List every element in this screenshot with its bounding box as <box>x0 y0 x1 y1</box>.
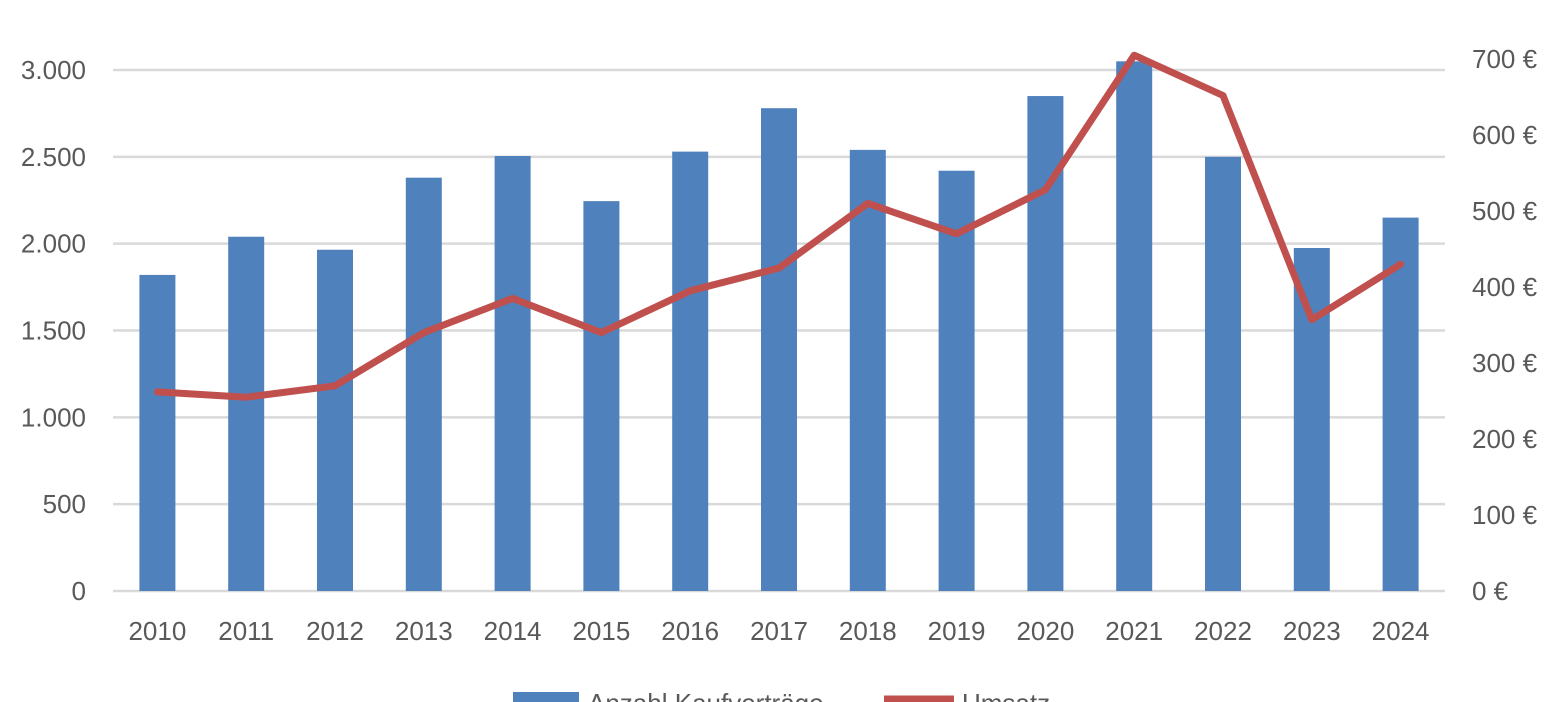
bar-2018 <box>849 149 886 592</box>
bar-2015 <box>583 201 620 591</box>
right-tick-label: 700 € <box>1472 44 1538 74</box>
x-axis-ticks: 2010 2011 2012 2013 2014 2015 2016 2017 2018 2019… <box>128 616 1429 646</box>
bar-2019 <box>938 170 975 591</box>
bar-2020 <box>1027 96 1064 592</box>
x-tick-label: 2024 <box>1372 616 1430 646</box>
left-tick-label: 1.500 <box>21 316 86 346</box>
left-tick-label: 1.000 <box>21 402 86 432</box>
bar-2022 <box>1205 156 1241 592</box>
legend-label-bars: Anzahl Kaufverträge <box>588 688 824 702</box>
line-series <box>153 51 1405 401</box>
legend-swatch-bars <box>513 692 579 702</box>
legend-label-line: Umsatz <box>962 688 1050 702</box>
right-axis-ticks: 0 € 100 € 200 € 300 € 400 € 500 € 600 € 700 € <box>1472 44 1538 606</box>
x-tick-label: 2020 <box>1016 616 1074 646</box>
left-tick-label: 500 <box>43 489 86 519</box>
x-tick-label: 2023 <box>1283 616 1341 646</box>
right-tick-label: 100 € <box>1472 500 1538 530</box>
bar-2021 <box>1116 61 1153 592</box>
x-tick-label: 2011 <box>218 616 274 646</box>
right-tick-label: 300 € <box>1472 348 1538 378</box>
x-tick-label: 2019 <box>928 616 986 646</box>
right-tick-label: 0 € <box>1472 576 1509 606</box>
bar-2024 <box>1382 217 1419 591</box>
left-tick-label: 2.500 <box>21 142 86 172</box>
x-tick-label: 2016 <box>661 616 719 646</box>
x-tick-label: 2021 <box>1105 616 1163 646</box>
x-tick-label: 2013 <box>395 616 453 646</box>
bar-2023 <box>1293 248 1330 591</box>
right-tick-label: 600 € <box>1472 120 1538 150</box>
left-tick-label: 0 <box>72 576 86 606</box>
left-tick-label: 2.000 <box>21 229 86 259</box>
left-tick-label: 3.000 <box>21 55 86 85</box>
x-tick-label: 2014 <box>484 616 542 646</box>
x-tick-label: 2022 <box>1194 616 1252 646</box>
bar-2012 <box>317 249 353 591</box>
legend: Anzahl Kaufverträge Umsatz <box>513 688 1050 702</box>
x-tick-label: 2010 <box>128 616 186 646</box>
right-tick-label: 200 € <box>1472 424 1538 454</box>
right-tick-label: 400 € <box>1472 272 1538 302</box>
x-tick-label: 2015 <box>572 616 630 646</box>
x-tick-label: 2018 <box>839 616 897 646</box>
bar-2014 <box>494 155 531 591</box>
left-axis-ticks: 0 500 1.000 1.500 2.000 2.500 3.000 <box>21 55 86 606</box>
x-tick-label: 2012 <box>306 616 364 646</box>
bar-2010 <box>139 274 176 591</box>
bar-2011 <box>228 236 265 591</box>
bar-2016 <box>672 151 709 591</box>
bar-series <box>139 61 1419 592</box>
x-tick-label: 2017 <box>750 616 808 646</box>
right-tick-label: 500 € <box>1472 196 1538 226</box>
bar-2017 <box>761 108 797 591</box>
bar-2013 <box>405 177 442 591</box>
